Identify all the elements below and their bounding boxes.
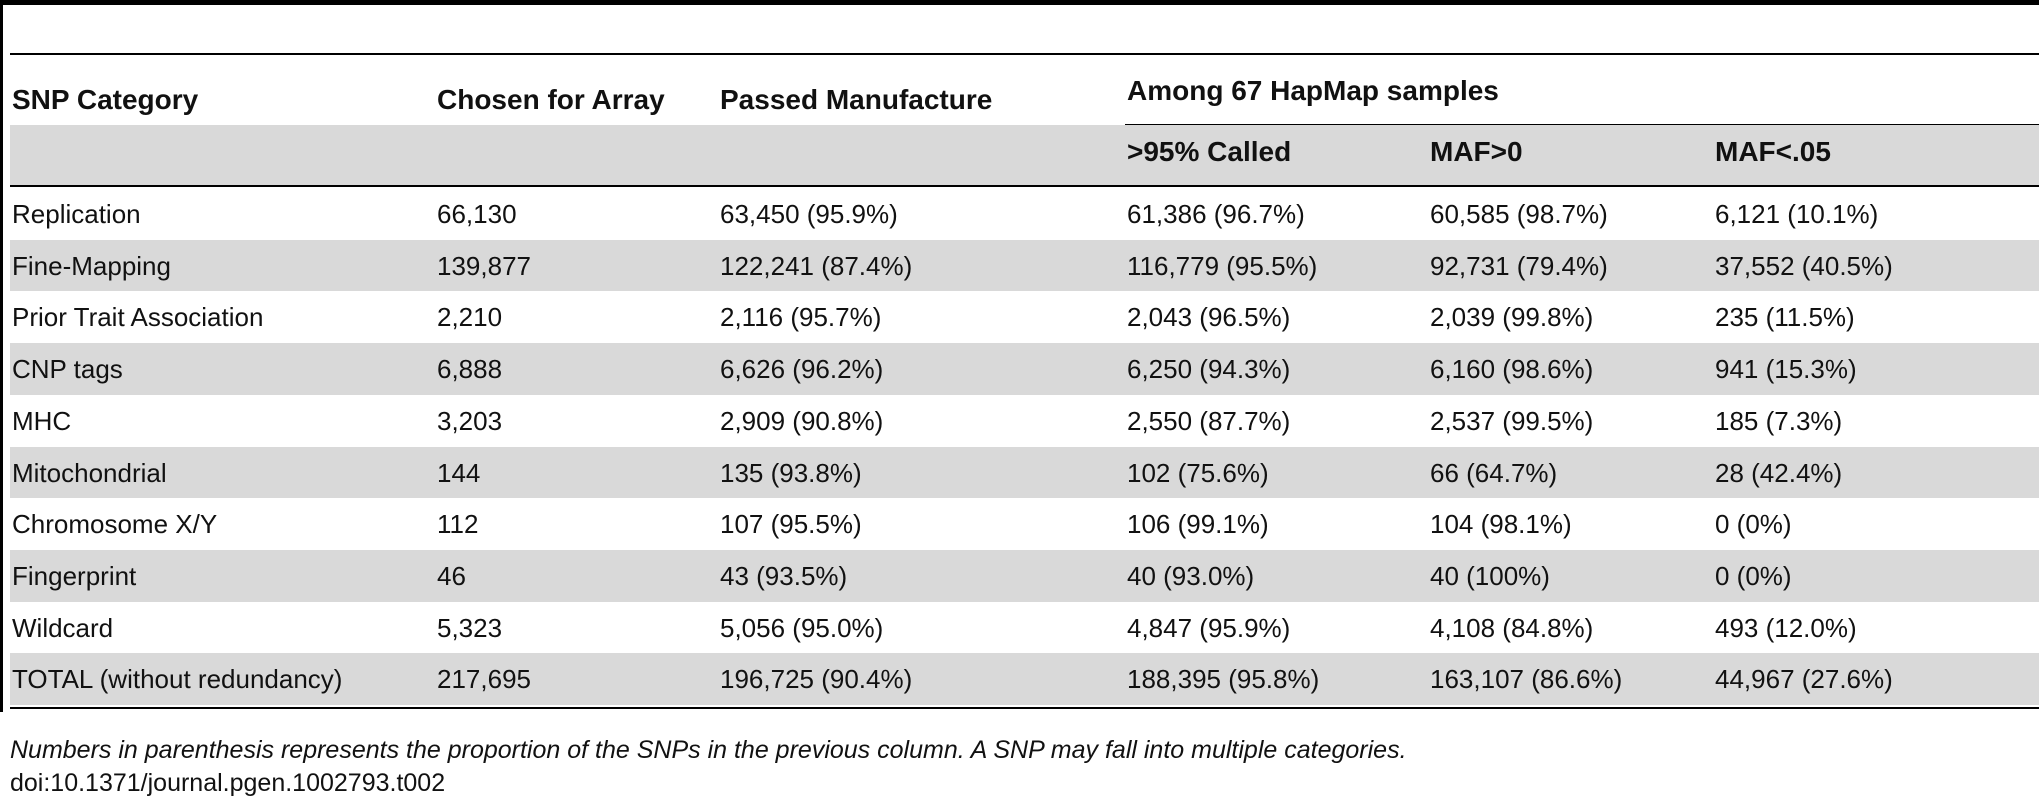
cell-chosen: 3,203 bbox=[437, 405, 503, 436]
doi-text: doi:10.1371/journal.pgen.1002793.t002 bbox=[10, 769, 446, 797]
cell-category: MHC bbox=[12, 405, 72, 436]
row-shade bbox=[10, 549, 2039, 602]
header-subrow-shade bbox=[10, 125, 2039, 186]
cell-maf0: 66 (64.7%) bbox=[1430, 457, 1558, 488]
cell-passed: 107 (95.5%) bbox=[720, 509, 862, 540]
row-shade bbox=[10, 343, 2039, 395]
cell-category: Fine-Mapping bbox=[12, 250, 171, 281]
cell-maf05: 493 (12.0%) bbox=[1715, 612, 1857, 643]
cell-maf0: 4,108 (84.8%) bbox=[1430, 612, 1594, 643]
cell-passed: 122,241 (87.4%) bbox=[720, 250, 913, 281]
cell-maf0: 92,731 (79.4%) bbox=[1430, 250, 1608, 281]
cell-maf05: 185 (7.3%) bbox=[1715, 405, 1843, 436]
header-maf-gt-0: MAF>0 bbox=[1430, 136, 1523, 167]
cell-chosen: 112 bbox=[437, 509, 479, 540]
cell-maf05: 941 (15.3%) bbox=[1715, 354, 1857, 385]
cell-chosen: 217,695 bbox=[437, 664, 531, 695]
cell-called: 188,395 (95.8%) bbox=[1127, 664, 1320, 695]
cell-maf0: 104 (98.1%) bbox=[1430, 509, 1572, 540]
cell-passed: 43 (93.5%) bbox=[720, 560, 848, 591]
cell-maf05: 235 (11.5%) bbox=[1715, 302, 1855, 333]
cell-chosen: 46 bbox=[437, 560, 466, 591]
cell-called: 4,847 (95.9%) bbox=[1127, 612, 1291, 643]
top-border bbox=[0, 0, 2039, 5]
cell-called: 61,386 (96.7%) bbox=[1127, 199, 1305, 229]
header-passed-manufacture: Passed Manufacture bbox=[720, 84, 993, 115]
header-maf-lt-05: MAF<.05 bbox=[1715, 136, 1831, 167]
row-shade bbox=[10, 446, 2039, 499]
cell-passed: 2,909 (90.8%) bbox=[720, 405, 884, 436]
cell-passed: 135 (93.8%) bbox=[720, 457, 862, 488]
cell-chosen: 144 bbox=[437, 457, 481, 488]
row-shade bbox=[10, 239, 2039, 292]
cell-maf05: 44,967 (27.6%) bbox=[1715, 664, 1893, 695]
cell-maf05: 0 (0%) bbox=[1715, 560, 1792, 591]
cell-category: Replication bbox=[12, 199, 141, 229]
cell-chosen: 2,210 bbox=[437, 302, 503, 333]
cell-category: Wildcard bbox=[12, 612, 114, 643]
cell-maf0: 6,160 (98.6%) bbox=[1430, 354, 1594, 385]
cell-chosen: 6,888 bbox=[437, 354, 503, 385]
cell-maf05: 6,121 (10.1%) bbox=[1715, 199, 1879, 229]
cell-passed: 6,626 (96.2%) bbox=[720, 354, 884, 385]
cell-passed: 5,056 (95.0%) bbox=[720, 612, 884, 643]
table-bottom-rule bbox=[10, 707, 2039, 709]
cell-called: 116,779 (95.5%) bbox=[1127, 250, 1318, 281]
header-chosen-for-array: Chosen for Array bbox=[437, 84, 665, 115]
cell-maf0: 60,585 (98.7%) bbox=[1430, 199, 1608, 229]
left-border bbox=[0, 0, 3, 712]
header-hapmap-group: Among 67 HapMap samples bbox=[1127, 75, 1499, 106]
cell-chosen: 5,323 bbox=[437, 612, 503, 643]
cell-maf0: 163,107 (86.6%) bbox=[1430, 664, 1623, 695]
cell-chosen: 66,130 bbox=[437, 199, 517, 229]
cell-called: 2,043 (96.5%) bbox=[1127, 302, 1291, 333]
table-footnote: Numbers in parenthesis represents the pr… bbox=[10, 736, 1407, 764]
cell-category: Prior Trait Association bbox=[12, 302, 264, 333]
cell-called: 2,550 (87.7%) bbox=[1127, 405, 1291, 436]
cell-maf05: 37,552 (40.5%) bbox=[1715, 250, 1893, 281]
cell-called: 6,250 (94.3%) bbox=[1127, 354, 1291, 385]
cell-called: 40 (93.0%) bbox=[1127, 560, 1255, 591]
cell-category: Chromosome X/Y bbox=[12, 509, 218, 540]
cell-maf0: 2,039 (99.8%) bbox=[1430, 302, 1594, 333]
cell-chosen: 139,877 bbox=[437, 250, 531, 281]
header-top-rule bbox=[10, 53, 2039, 55]
row-shade bbox=[10, 653, 2039, 705]
cell-called: 106 (99.1%) bbox=[1127, 509, 1269, 540]
cell-passed: 63,450 (95.9%) bbox=[720, 199, 898, 229]
header-called: >95% Called bbox=[1127, 136, 1292, 167]
cell-category: Fingerprint bbox=[12, 560, 137, 591]
cell-passed: 196,725 (90.4%) bbox=[720, 664, 913, 695]
cell-maf05: 0 (0%) bbox=[1715, 509, 1792, 540]
cell-category: CNP tags bbox=[12, 354, 123, 385]
cell-maf0: 2,537 (99.5%) bbox=[1430, 405, 1594, 436]
cell-passed: 2,116 (95.7%) bbox=[720, 302, 882, 333]
header-snp-category: SNP Category bbox=[12, 84, 199, 115]
cell-called: 102 (75.6%) bbox=[1127, 457, 1269, 488]
header-bottom-rule bbox=[10, 185, 2039, 187]
cell-maf05: 28 (42.4%) bbox=[1715, 457, 1843, 488]
cell-maf0: 40 (100%) bbox=[1430, 560, 1550, 591]
cell-category: Mitochondrial bbox=[12, 457, 167, 488]
group-underline bbox=[1125, 124, 2039, 125]
cell-category: TOTAL (without redundancy) bbox=[12, 664, 343, 695]
